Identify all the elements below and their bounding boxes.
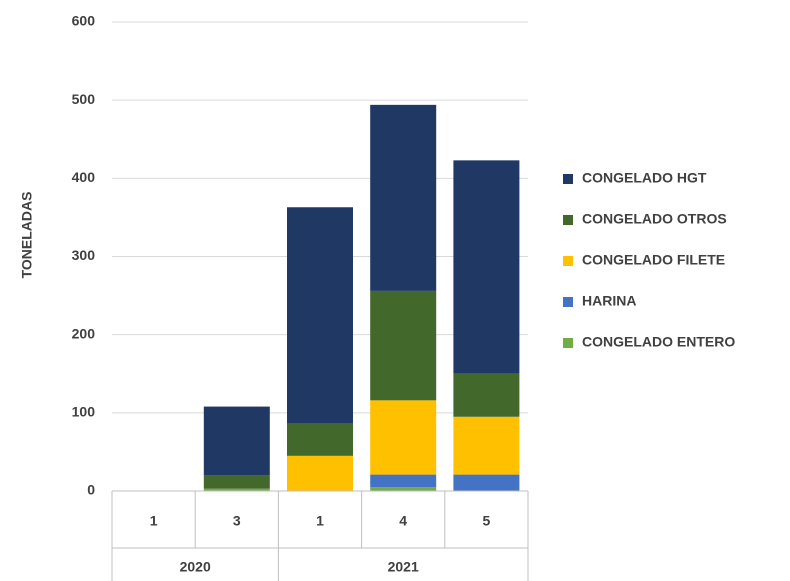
y-tick-label: 200 — [72, 325, 96, 341]
bar-segment — [203, 488, 270, 491]
bar-segment — [203, 406, 270, 476]
group-label: 2021 — [388, 559, 419, 575]
legend-label: CONGELADO OTROS — [582, 211, 727, 227]
x-tick-label: 3 — [233, 513, 241, 529]
y-tick-label: 500 — [72, 91, 96, 107]
x-tick-label: 1 — [150, 513, 158, 529]
bar-segment — [370, 400, 437, 475]
group-label: 2020 — [180, 559, 211, 575]
bar-segment — [453, 160, 520, 374]
y-axis-title: TONELADAS — [19, 192, 35, 279]
bar-segment — [287, 207, 353, 423]
bar-segment — [287, 422, 353, 456]
legend-swatch — [563, 215, 573, 225]
legend-label: HARINA — [582, 293, 636, 309]
x-tick-label: 5 — [483, 513, 491, 529]
legend-label: CONGELADO ENTERO — [582, 334, 735, 350]
legend-swatch — [563, 338, 573, 348]
legend-swatch — [563, 256, 573, 266]
bar-segment — [370, 290, 437, 401]
bar-segment — [453, 416, 520, 475]
legend-swatch — [563, 174, 573, 184]
bar-segment — [370, 487, 437, 491]
bar-segment — [287, 455, 353, 491]
y-tick-label: 100 — [72, 404, 96, 420]
legend-label: CONGELADO FILETE — [582, 252, 725, 268]
y-tick-label: 300 — [72, 247, 96, 263]
x-tick-label: 4 — [399, 513, 407, 529]
bar-segment — [453, 373, 520, 417]
bar-segment — [370, 474, 437, 488]
bar-segment — [203, 475, 270, 489]
x-tick-label: 1 — [316, 513, 324, 529]
bar-segment — [453, 474, 520, 491]
y-tick-label: 0 — [87, 482, 95, 498]
bar-segment — [370, 104, 437, 291]
legend-swatch — [563, 297, 573, 307]
y-tick-label: 400 — [72, 169, 96, 185]
y-tick-label: 600 — [72, 13, 96, 29]
legend-label: CONGELADO HGT — [582, 170, 707, 186]
